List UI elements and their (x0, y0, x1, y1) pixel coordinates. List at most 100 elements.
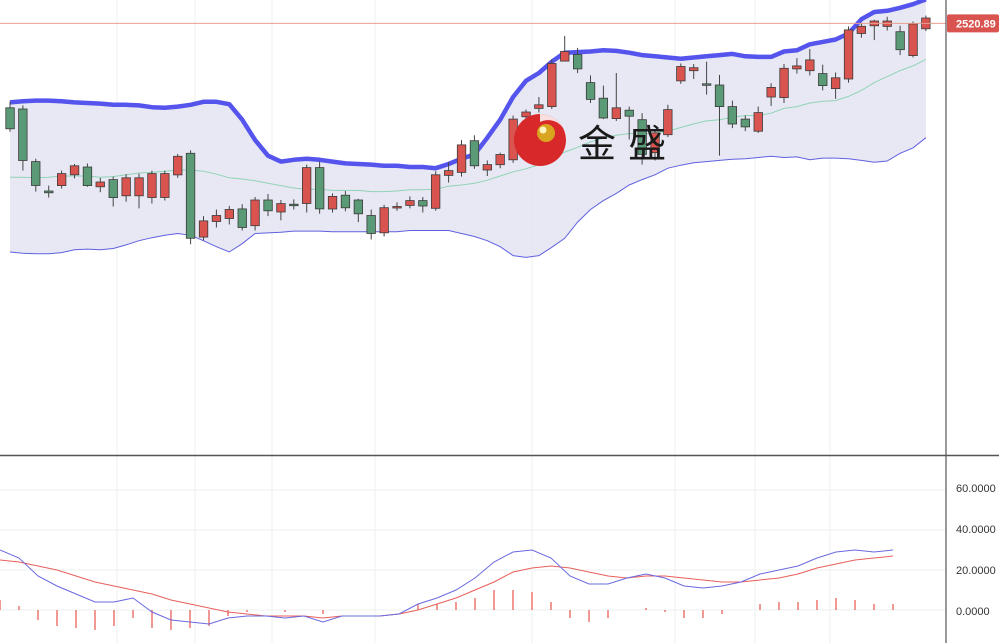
candle-body (611, 107, 621, 120)
candle-body (18, 108, 28, 161)
macd-dif-line (0, 549, 894, 625)
candle (753, 106, 763, 133)
candle-body (250, 199, 260, 227)
candle (44, 185, 54, 198)
candle (702, 61, 712, 95)
indicator-tick-label: 20.0000 (956, 565, 996, 577)
candle (418, 196, 428, 213)
candle-body (263, 199, 273, 212)
candle (31, 158, 41, 192)
last-price-tag: 2520.89 (947, 14, 999, 33)
candle-body (379, 207, 389, 234)
logo-wordmark: 金 盛 (578, 122, 666, 166)
logo-emblem-icon (514, 114, 566, 166)
candle-body (443, 170, 454, 176)
candle-body (676, 66, 686, 82)
macd-dea-line (0, 555, 894, 619)
candle-body (740, 118, 750, 128)
candle-body (727, 106, 737, 125)
candle-body (95, 181, 105, 188)
candle-body (843, 29, 854, 80)
candle-body (624, 109, 634, 117)
candle-body (5, 107, 15, 130)
candle (211, 209, 222, 228)
candle (82, 163, 93, 187)
bollinger-band-fill (10, 0, 926, 258)
candle-body (482, 164, 493, 171)
candle (327, 193, 338, 213)
indicator-tick-label: 60.0000 (956, 483, 996, 495)
candle-body (173, 155, 183, 176)
candle (224, 205, 235, 225)
candle (301, 164, 312, 213)
candle-body (327, 195, 338, 210)
candle (495, 152, 505, 169)
candle (405, 196, 415, 209)
candle-body (805, 59, 815, 72)
candle-body (82, 166, 93, 187)
candle-body (779, 67, 789, 99)
candle-body (469, 140, 480, 167)
candle (560, 35, 570, 62)
watermark-logo: 金 盛 (514, 114, 666, 166)
candle (611, 73, 621, 121)
candle (624, 106, 634, 140)
candle (818, 64, 828, 91)
macd-histogram (0, 590, 894, 630)
candle (456, 140, 467, 177)
candle (650, 129, 660, 161)
candle-body (198, 220, 209, 238)
candle (689, 64, 699, 80)
candle (69, 164, 80, 179)
candle-body (430, 174, 441, 209)
candle (534, 96, 544, 113)
candle (173, 153, 183, 178)
candle (237, 204, 247, 231)
candle-body (108, 179, 118, 199)
candle (585, 75, 596, 103)
candle (469, 135, 480, 169)
candle (340, 190, 351, 212)
candle-body (856, 25, 866, 34)
candle (366, 209, 376, 240)
candle-body (521, 111, 531, 118)
candle-body (689, 67, 699, 72)
indicator-panel-grid (0, 456, 946, 643)
candle (792, 58, 802, 74)
candle-body (534, 104, 544, 109)
candle (185, 150, 196, 245)
candle (18, 105, 28, 171)
candle-body (405, 200, 415, 206)
candle (160, 170, 170, 201)
candle (108, 176, 118, 207)
indicator-axis-ticks: 60.0000 40.0000 20.0000 0.0000 (956, 483, 996, 618)
candle (276, 199, 286, 221)
candle-body (353, 199, 364, 215)
indicator-tick-label: 0.0000 (956, 606, 990, 618)
logo-crescent-icon (540, 114, 567, 140)
candle (779, 64, 789, 103)
candle (895, 25, 905, 56)
candle-body (792, 65, 802, 70)
candle-body (714, 84, 725, 108)
candle-body (147, 173, 157, 198)
candle-body (702, 83, 712, 86)
last-price-tag-bg (947, 14, 999, 33)
candle (430, 171, 441, 211)
candle-body (211, 215, 222, 222)
indicator-tick-label: 40.0000 (956, 524, 996, 536)
candle-body (69, 165, 80, 176)
bollinger-upper-band (9, 0, 927, 171)
candle-body (44, 190, 54, 194)
candle (676, 63, 686, 84)
candle (392, 202, 402, 211)
candle-body (276, 203, 286, 213)
candle-body (495, 154, 505, 166)
bollinger-lower-band (9, 137, 927, 258)
candle (573, 47, 583, 74)
candle (314, 161, 325, 214)
candle (805, 49, 815, 76)
candle (482, 160, 493, 177)
